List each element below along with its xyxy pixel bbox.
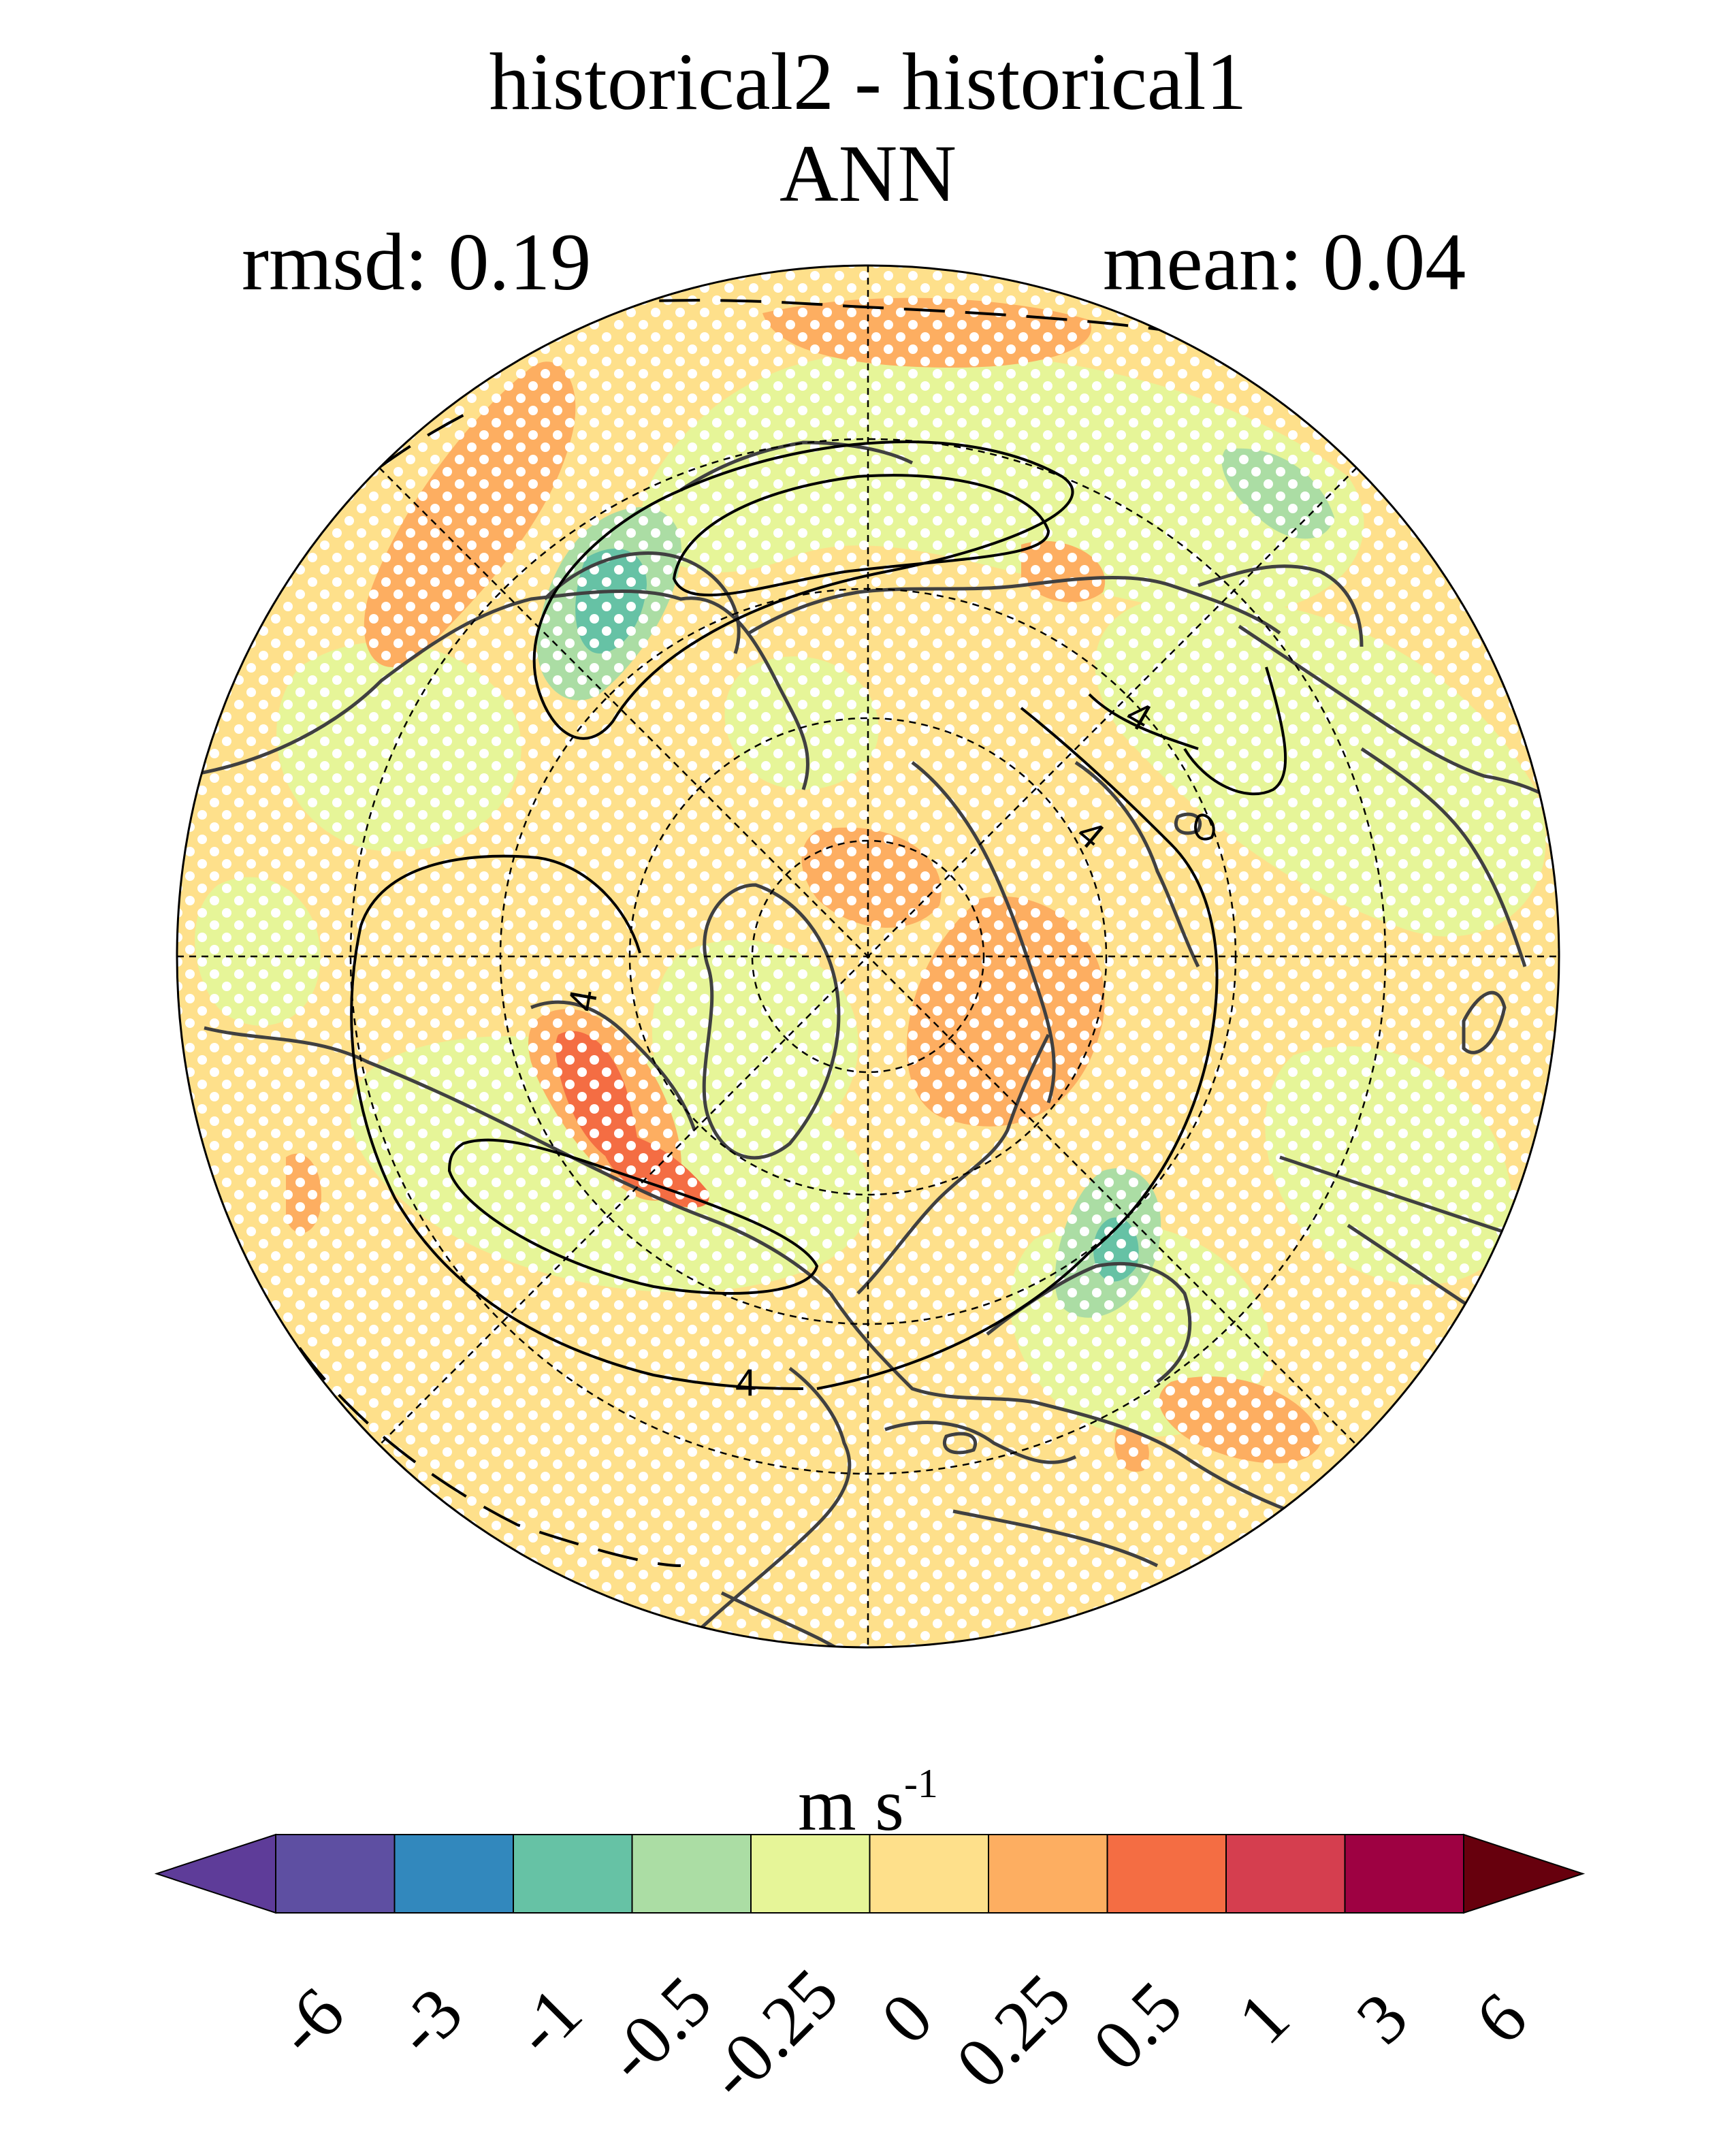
units-base: m s — [798, 1763, 904, 1846]
colorbar-under-triangle — [154, 1833, 276, 1914]
colorbar-units: m s-1 — [0, 1746, 1736, 1842]
graticule — [177, 265, 1559, 1647]
colorbar-swatch — [631, 1834, 752, 1914]
contour-label: 4 — [735, 1361, 756, 1404]
map-border — [176, 264, 1560, 1649]
colorbar — [154, 1833, 1586, 1914]
colorbar-swatch — [750, 1834, 871, 1914]
colorbar-swatch — [393, 1834, 514, 1914]
colorbar-over-triangle — [1463, 1833, 1586, 1914]
coastlines — [183, 440, 1559, 1647]
rmsd-label: rmsd: 0.19 — [242, 216, 592, 307]
colorbar-swatch — [1106, 1834, 1227, 1914]
plot-title: historical2 - historical1 — [489, 36, 1247, 127]
colorbar-swatch — [513, 1834, 633, 1914]
mean-label: mean: 0.04 — [1103, 216, 1466, 307]
colorbar-swatch — [869, 1834, 989, 1914]
season-label: ANN — [779, 128, 957, 219]
climatology-contours — [350, 440, 1287, 1390]
colorbar-swatch — [988, 1834, 1108, 1914]
colorbar-swatch — [1225, 1834, 1346, 1914]
units-exponent: -1 — [903, 1761, 938, 1806]
colorbar-swatch — [275, 1834, 396, 1914]
colorbar-swatch — [1344, 1834, 1464, 1914]
